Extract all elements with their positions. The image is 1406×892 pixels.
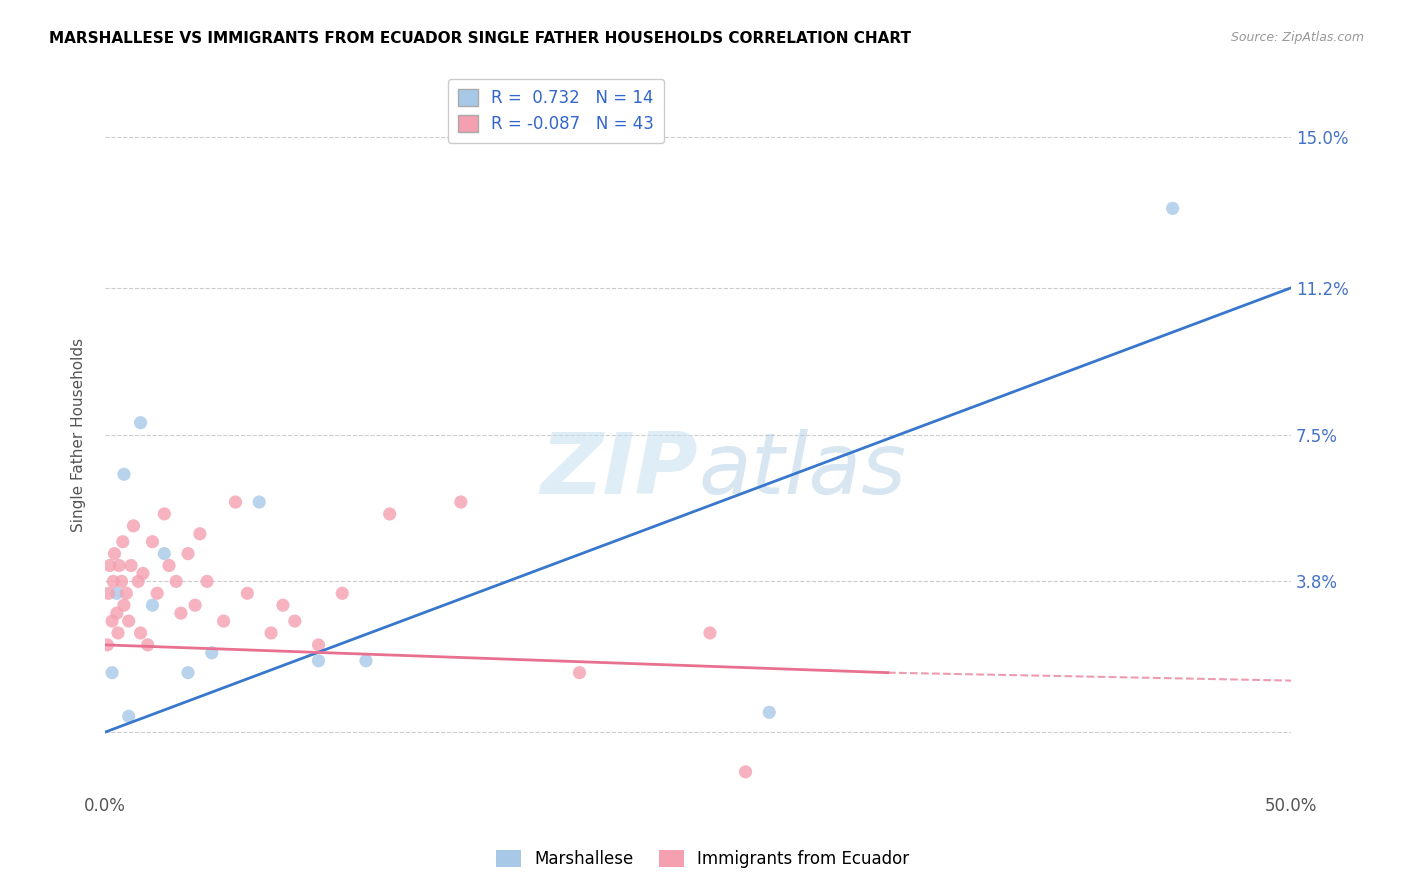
Point bbox=[136, 638, 159, 652]
Point bbox=[96, 638, 118, 652]
Point bbox=[118, 614, 141, 628]
Point bbox=[188, 526, 211, 541]
Point bbox=[170, 606, 193, 620]
Text: MARSHALLESE VS IMMIGRANTS FROM ECUADOR SINGLE FATHER HOUSEHOLDS CORRELATION CHAR: MARSHALLESE VS IMMIGRANTS FROM ECUADOR S… bbox=[49, 31, 911, 46]
Text: ZIP: ZIP bbox=[540, 429, 699, 512]
Point bbox=[224, 495, 246, 509]
Point bbox=[165, 574, 187, 589]
Point bbox=[1161, 202, 1184, 216]
Point bbox=[115, 586, 138, 600]
Point bbox=[132, 566, 155, 581]
Point bbox=[146, 586, 169, 600]
Point bbox=[122, 519, 145, 533]
Legend: R =  0.732   N = 14, R = -0.087   N = 43: R = 0.732 N = 14, R = -0.087 N = 43 bbox=[447, 78, 664, 144]
Point bbox=[105, 586, 128, 600]
Point bbox=[177, 547, 200, 561]
Point bbox=[153, 507, 176, 521]
Point bbox=[118, 709, 141, 723]
Point bbox=[101, 665, 124, 680]
Point bbox=[177, 665, 200, 680]
Point bbox=[236, 586, 259, 600]
Point bbox=[284, 614, 307, 628]
Point bbox=[103, 574, 125, 589]
Point bbox=[127, 574, 149, 589]
Point bbox=[195, 574, 218, 589]
Point bbox=[568, 665, 591, 680]
Y-axis label: Single Father Households: Single Father Households bbox=[72, 337, 86, 532]
Point bbox=[129, 626, 152, 640]
Point bbox=[105, 606, 128, 620]
Point bbox=[247, 495, 270, 509]
Point bbox=[110, 574, 132, 589]
Point bbox=[184, 598, 207, 612]
Point bbox=[111, 534, 134, 549]
Point bbox=[271, 598, 294, 612]
Point bbox=[101, 614, 124, 628]
Point bbox=[201, 646, 224, 660]
Point bbox=[153, 547, 176, 561]
Text: Source: ZipAtlas.com: Source: ZipAtlas.com bbox=[1230, 31, 1364, 45]
Point bbox=[308, 654, 330, 668]
Point bbox=[120, 558, 142, 573]
Text: atlas: atlas bbox=[699, 429, 905, 512]
Point bbox=[699, 626, 721, 640]
Point bbox=[157, 558, 180, 573]
Point bbox=[378, 507, 401, 521]
Point bbox=[129, 416, 152, 430]
Point bbox=[103, 547, 125, 561]
Point bbox=[97, 586, 120, 600]
Point bbox=[450, 495, 472, 509]
Point bbox=[330, 586, 353, 600]
Point bbox=[141, 598, 163, 612]
Point bbox=[112, 467, 135, 482]
Point bbox=[107, 626, 129, 640]
Point bbox=[260, 626, 283, 640]
Point bbox=[98, 558, 121, 573]
Point bbox=[108, 558, 131, 573]
Legend: Marshallese, Immigrants from Ecuador: Marshallese, Immigrants from Ecuador bbox=[489, 843, 917, 875]
Point bbox=[212, 614, 235, 628]
Point bbox=[734, 764, 756, 779]
Point bbox=[112, 598, 135, 612]
Point bbox=[758, 706, 780, 720]
Point bbox=[141, 534, 163, 549]
Point bbox=[354, 654, 377, 668]
Point bbox=[308, 638, 330, 652]
